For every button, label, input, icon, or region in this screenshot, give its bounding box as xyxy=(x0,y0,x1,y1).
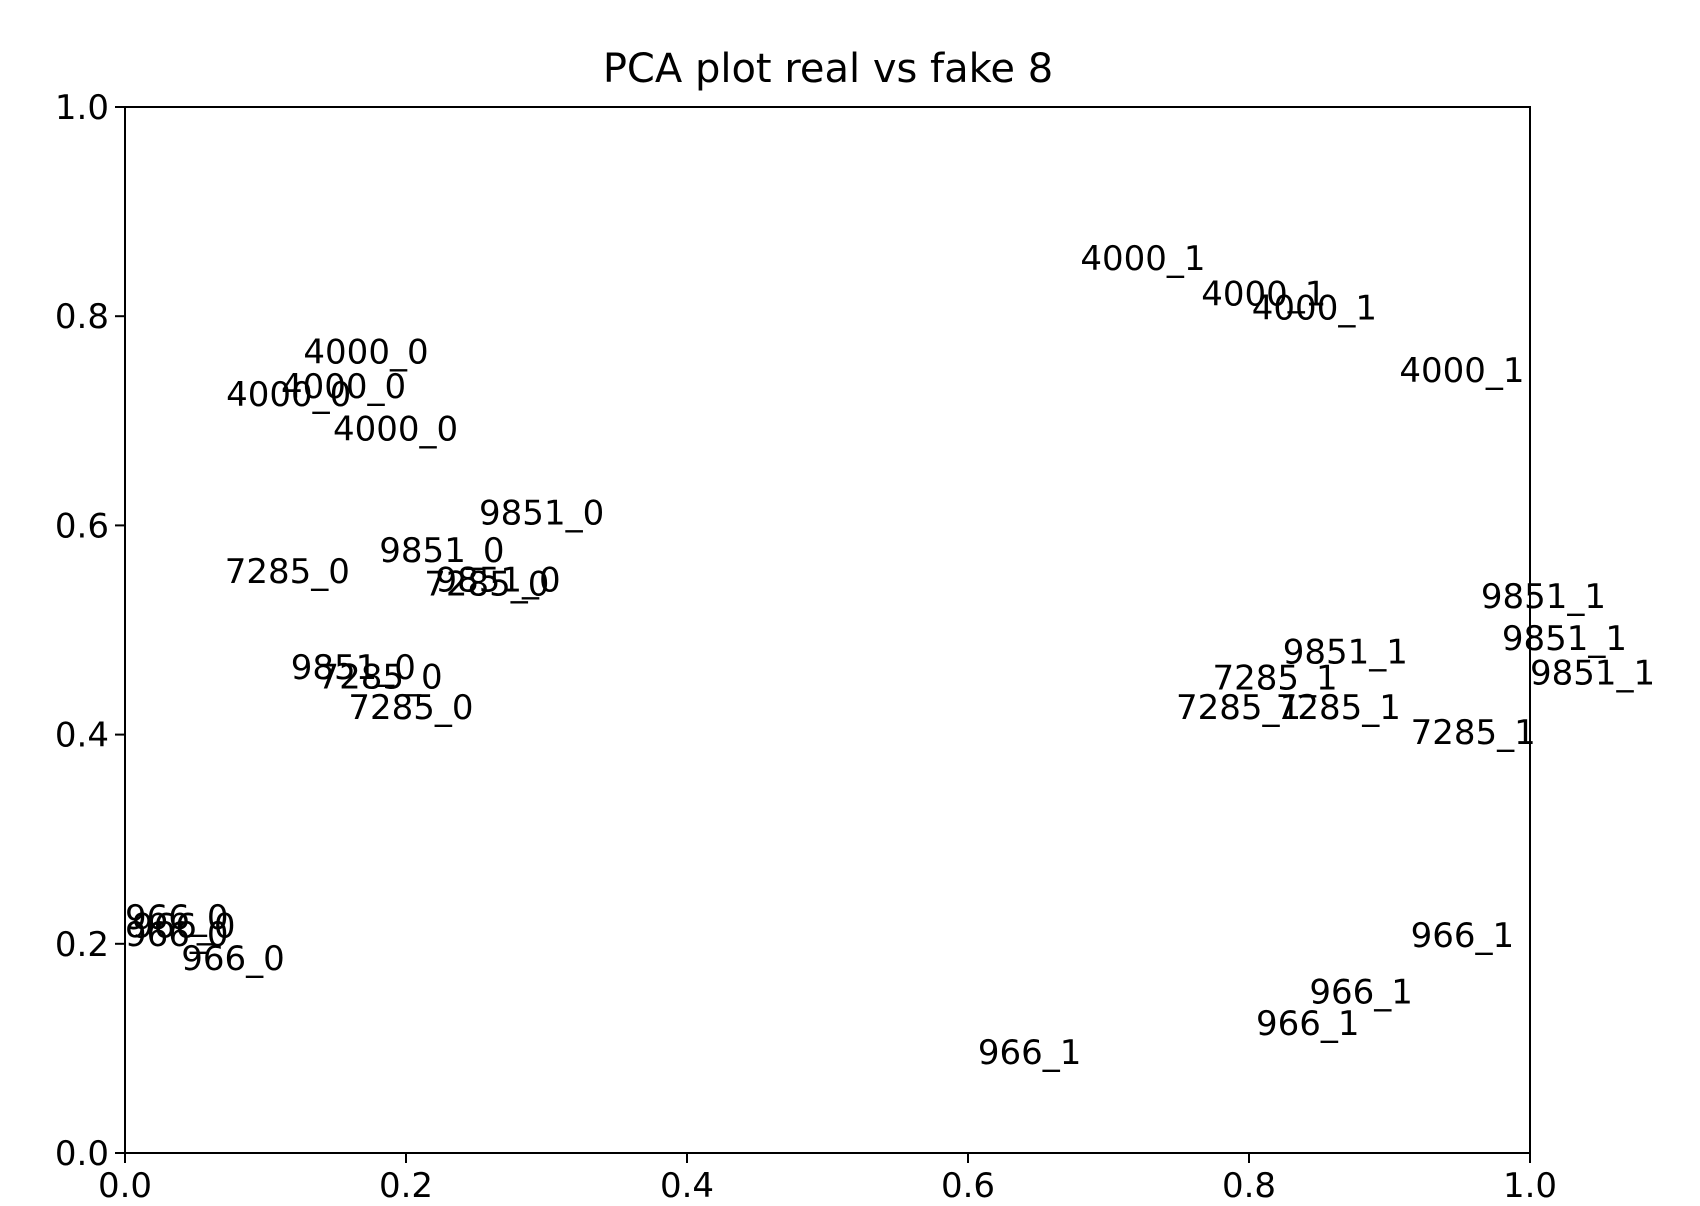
chart-title: PCA plot real vs fake 8 xyxy=(603,46,1053,92)
point-label-4000_0: 4000_0 xyxy=(281,367,406,407)
point-label-7285_1: 7285_1 xyxy=(1411,713,1536,753)
point-label-966_0: 966_0 xyxy=(132,907,236,947)
point-label-7285_0: 7285_0 xyxy=(424,564,549,604)
y-tick-label: 1.0 xyxy=(55,88,109,128)
point-label-4000_1: 4000_1 xyxy=(1399,351,1524,391)
point-label-9851_1: 9851_1 xyxy=(1530,653,1655,693)
x-tick-label: 0.2 xyxy=(379,1166,433,1206)
point-label-7285_0: 7285_0 xyxy=(225,552,350,592)
point-label-7285_1: 7285_1 xyxy=(1176,688,1301,728)
point-label-7285_1: 7285_1 xyxy=(1212,659,1337,699)
y-tick-label: 0.4 xyxy=(55,716,109,756)
point-label-9851_1: 9851_1 xyxy=(1283,632,1408,672)
point-label-4000_1: 4000_1 xyxy=(1080,239,1205,279)
point-labels: 4000_14000_14000_14000_14000_04000_04000… xyxy=(125,239,1655,1073)
point-label-7285_1: 7285_1 xyxy=(1276,688,1401,728)
point-label-7285_0: 7285_0 xyxy=(317,658,442,698)
point-label-7285_0: 7285_0 xyxy=(348,688,473,728)
y-tick-label: 0.0 xyxy=(55,1134,109,1174)
point-label-9851_0: 9851_0 xyxy=(479,493,604,533)
y-axis: 0.0 0.2 0.4 0.6 0.8 1.0 xyxy=(55,88,125,1174)
point-label-966_0: 966_0 xyxy=(125,915,229,955)
point-label-966_0: 966_0 xyxy=(181,939,285,979)
y-tick-label: 0.8 xyxy=(55,297,109,337)
x-tick-label: 1.0 xyxy=(1503,1166,1557,1206)
point-label-9851_0: 9851_0 xyxy=(436,560,561,600)
point-label-966_1: 966_1 xyxy=(1256,1004,1360,1044)
y-tick-label: 0.6 xyxy=(55,506,109,546)
x-axis: 0.0 0.2 0.4 0.6 0.8 1.0 xyxy=(98,1153,1557,1206)
point-label-4000_0: 4000_0 xyxy=(303,332,428,372)
x-tick-label: 0.8 xyxy=(1222,1166,1276,1206)
point-label-9851_1: 9851_1 xyxy=(1481,577,1606,617)
x-tick-label: 0.0 xyxy=(98,1166,152,1206)
point-label-4000_1: 4000_1 xyxy=(1201,275,1326,315)
point-label-9851_0: 9851_0 xyxy=(291,648,416,688)
point-label-966_1: 966_1 xyxy=(978,1033,1082,1073)
point-label-966_1: 966_1 xyxy=(1309,972,1413,1012)
point-label-4000_0: 4000_0 xyxy=(333,410,458,450)
point-label-9851_1: 9851_1 xyxy=(1502,619,1627,659)
plot-frame xyxy=(124,106,1531,1154)
x-tick-label: 0.6 xyxy=(941,1166,995,1206)
y-tick-label: 0.2 xyxy=(55,925,109,965)
point-label-9851_0: 9851_0 xyxy=(379,531,504,571)
point-label-966_1: 966_1 xyxy=(1411,916,1515,956)
point-label-966_0: 966_0 xyxy=(125,898,229,938)
point-label-4000_0: 4000_0 xyxy=(226,375,351,415)
point-label-4000_1: 4000_1 xyxy=(1252,288,1377,328)
x-tick-label: 0.4 xyxy=(660,1166,714,1206)
